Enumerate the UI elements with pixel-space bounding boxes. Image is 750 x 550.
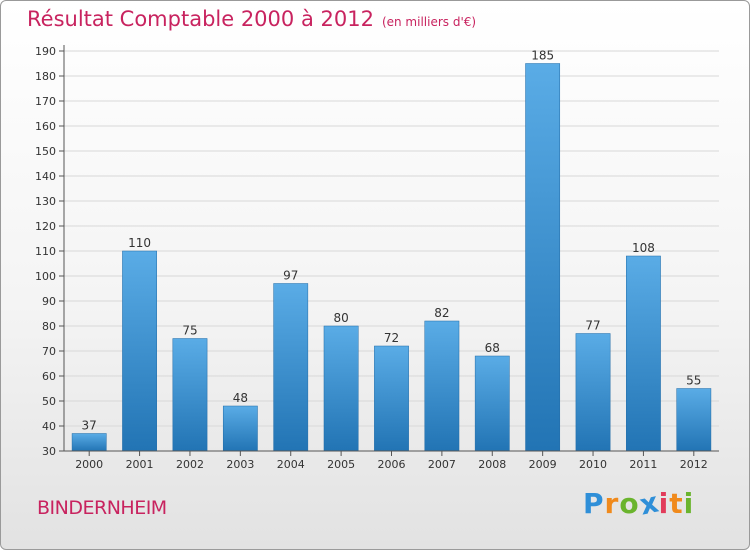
y-tick-label: 120: [35, 220, 56, 233]
axes: 30 40 50 60 70 80 90 100 110 120 130 140 150 160 170 18…: [35, 45, 719, 471]
bar-2012: [676, 388, 712, 452]
logo-letter: i: [658, 487, 670, 520]
x-tick-label-2011: 2011: [629, 458, 657, 471]
data-label-2009: 185: [531, 49, 554, 63]
x-tick-label-2003: 2003: [226, 458, 254, 471]
proxiti-logo[interactable]: Proxiti: [583, 485, 695, 521]
y-tick-label: 80: [42, 320, 56, 333]
y-tick-label: 110: [35, 245, 56, 258]
bar-2006: [374, 345, 409, 452]
y-tick-label: 50: [42, 395, 56, 408]
y-tick-label: 40: [42, 420, 56, 433]
data-label-2003: 48: [233, 391, 248, 405]
bar-2004: [273, 283, 309, 452]
y-tick-label: 140: [35, 170, 56, 183]
y-tick-label: 130: [35, 195, 56, 208]
y-tick-label: 70: [42, 345, 56, 358]
bar-2010: [575, 333, 611, 452]
chart-title: Résultat Comptable 2000 à 2012 (en millie…: [27, 7, 476, 31]
data-label-2010: 77: [585, 319, 600, 333]
bar-2011: [626, 255, 661, 452]
chart-title-text: Résultat Comptable 2000 à 2012: [27, 7, 374, 31]
y-tick-label: 90: [42, 295, 56, 308]
x-tick-label-2010: 2010: [579, 458, 607, 471]
bar-2007: [424, 320, 460, 452]
y-tick-label: 60: [42, 370, 56, 383]
bar-2002: [172, 338, 208, 452]
x-tick-label-2012: 2012: [680, 458, 708, 471]
data-label-2001: 110: [128, 236, 151, 250]
bar-2008: [474, 355, 510, 452]
logo-letter: o: [619, 487, 640, 520]
bar-2003: [222, 405, 258, 452]
data-label-2006: 72: [384, 331, 399, 345]
bar-2005: [323, 325, 359, 452]
data-label-2000: 37: [82, 419, 97, 433]
data-label-2004: 97: [283, 269, 298, 283]
data-label-2008: 68: [485, 341, 500, 355]
y-tick-label: 150: [35, 145, 56, 158]
y-tick-label: 160: [35, 120, 56, 133]
bar-2001: [122, 250, 157, 452]
x-tick-label-2007: 2007: [428, 458, 456, 471]
x-tick-label-2009: 2009: [529, 458, 557, 471]
x-tick-label-2002: 2002: [176, 458, 204, 471]
y-tick-label: 170: [35, 95, 56, 108]
x-tick-label-2001: 2001: [126, 458, 154, 471]
logo-letter: P: [583, 487, 605, 520]
data-label-2011: 108: [632, 241, 655, 255]
bars: 37 110 75 48 97 80 72 82 68 185 77 108 55: [71, 49, 712, 452]
commune-name: BINDERNHEIM: [37, 497, 167, 519]
y-tick-label: 100: [35, 270, 56, 283]
x-tick-label-2006: 2006: [378, 458, 406, 471]
chart-subtitle: (en milliers d'€): [381, 15, 477, 29]
y-tick-label: 190: [35, 45, 56, 58]
bar-2009: [525, 63, 561, 452]
y-tick-label: 180: [35, 70, 56, 83]
x-tick-label-2008: 2008: [478, 458, 506, 471]
x-tick-label-2004: 2004: [277, 458, 305, 471]
logo-letter: i: [683, 487, 695, 520]
x-tick-label-2000: 2000: [75, 458, 103, 471]
x-tick-label-2005: 2005: [327, 458, 355, 471]
logo-letter: t: [669, 487, 684, 520]
data-label-2002: 75: [182, 324, 197, 338]
bar-2000: [71, 433, 107, 452]
logo-letter: r: [604, 487, 620, 520]
data-label-2005: 80: [333, 311, 348, 325]
y-tick-label: 30: [42, 445, 56, 458]
data-label-2012: 55: [686, 374, 701, 388]
data-label-2007: 82: [434, 306, 449, 320]
